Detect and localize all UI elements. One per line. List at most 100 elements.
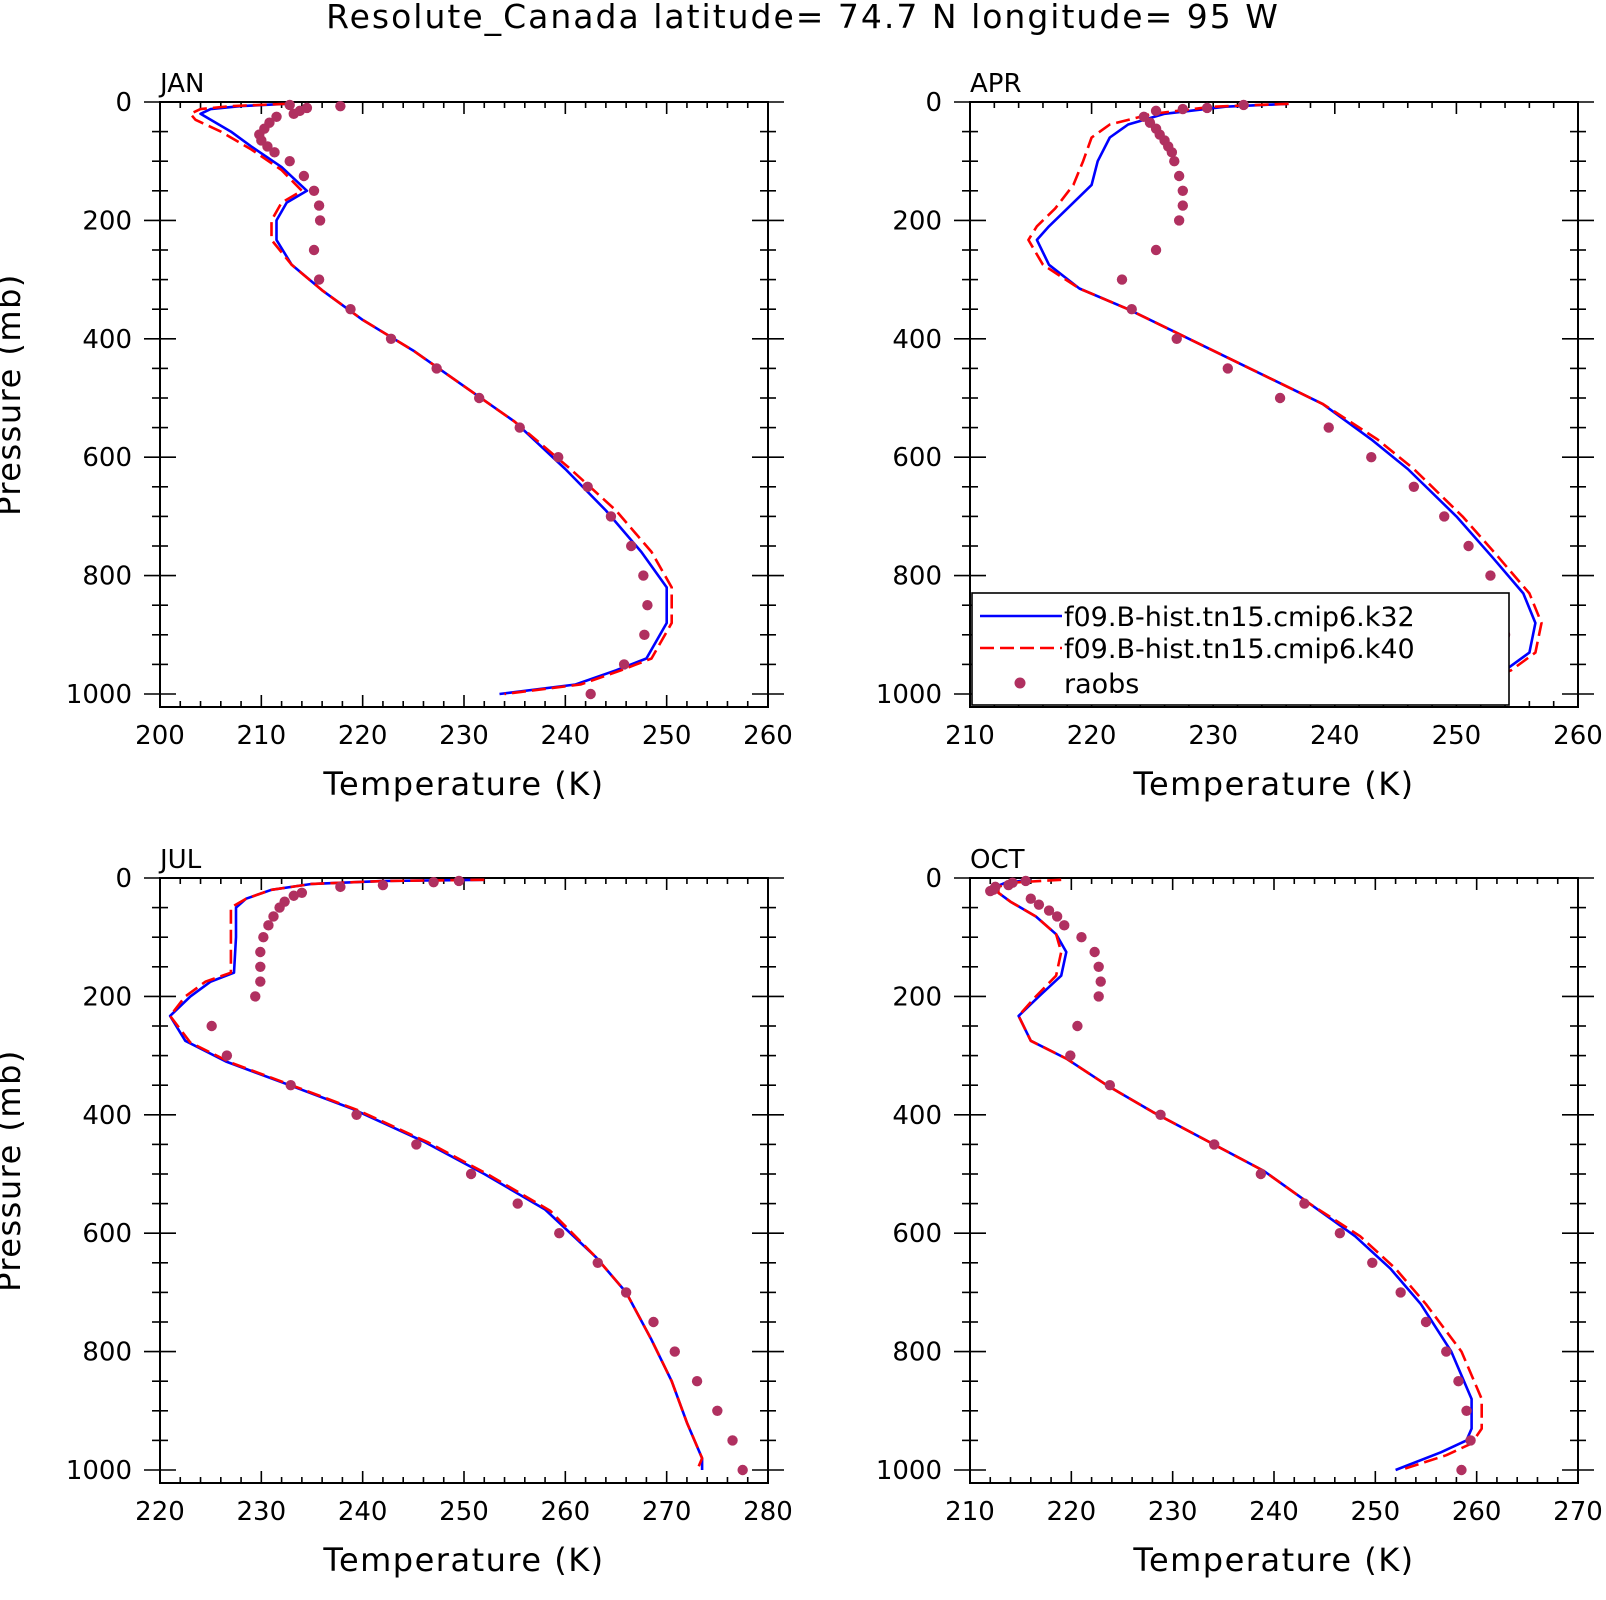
raobs-point: [1169, 156, 1180, 167]
panel-oct: 210 220 230 240 250 260 270 0 200 400 600 800 1000 Te…: [876, 845, 1603, 1579]
panel-label: OCT: [970, 845, 1025, 875]
raobs-point: [626, 540, 637, 552]
legend-label: f09.B-hist.tn15.cmip6.k40: [1064, 634, 1415, 665]
raobs-point: [1238, 99, 1249, 111]
y-tick-label: 1000: [876, 680, 942, 710]
raobs-point: [1366, 452, 1377, 463]
raobs-point: [1465, 1435, 1476, 1446]
x-tick-label: 200: [135, 721, 185, 751]
raobs-point: [691, 1376, 703, 1387]
raobs-point: [268, 911, 279, 922]
raobs-point: [1274, 392, 1286, 404]
y-tick-label: 0: [925, 864, 942, 894]
panel-label: JUL: [158, 845, 202, 875]
x-tick-label: 240: [338, 1497, 388, 1527]
raobs-point: [1072, 1020, 1083, 1032]
raobs-point: [263, 920, 274, 931]
x-tick-label: 220: [1047, 1497, 1097, 1527]
raobs-point: [465, 1168, 477, 1180]
x-tick-label: 240: [541, 721, 591, 751]
raobs-point: [1155, 1109, 1166, 1121]
raobs-point: [985, 885, 996, 897]
raobs-point: [553, 452, 564, 463]
raobs-point: [258, 932, 269, 943]
y-tick-label: 200: [82, 206, 132, 236]
panel-jul: 220 230 240 250 260 270 280 0 200 400 600 800 1000 Te…: [0, 845, 793, 1579]
x-axis-label: Temperature (K): [322, 1541, 604, 1579]
y-tick-label: 400: [892, 325, 942, 355]
raobs-point: [255, 961, 266, 972]
raobs-point: [453, 875, 465, 887]
x-tick-label: 220: [338, 721, 388, 751]
y-tick-label: 400: [82, 1101, 132, 1131]
raobs-point: [727, 1435, 738, 1446]
raobs-point: [1463, 540, 1474, 552]
series-group: [985, 875, 1483, 1476]
raobs-point: [271, 111, 282, 123]
legend-label: raobs: [1064, 669, 1139, 700]
raobs-point: [1126, 304, 1137, 315]
y-axis-label: Pressure (mb): [0, 1049, 28, 1292]
y-tick-label: 0: [115, 864, 132, 894]
x-tick-label: 250: [1432, 721, 1482, 751]
x-tick-label: 230: [439, 721, 489, 751]
raobs-point: [639, 629, 650, 640]
raobs-point: [737, 1464, 748, 1476]
raobs-point: [288, 108, 299, 120]
raobs-point: [274, 902, 285, 913]
y-tick-label: 200: [82, 982, 132, 1012]
series-group: [189, 99, 673, 700]
plot-frame: [969, 101, 1579, 708]
x-tick-label: 210: [237, 721, 287, 751]
raobs-point: [308, 244, 320, 256]
series-group: [168, 875, 748, 1476]
raobs-point: [618, 659, 630, 670]
raobs-point: [1456, 1464, 1467, 1476]
raobs-point: [592, 1257, 603, 1269]
x-tick-label: 270: [642, 1497, 692, 1527]
raobs-point: [1173, 170, 1185, 182]
panels: 200 210 220 230 240 250 260 0 200 400 600 800 1000 Te…: [0, 69, 1603, 1579]
y-tick-label: 200: [892, 206, 942, 236]
y-tick-label: 1000: [66, 680, 132, 710]
raobs-point: [1222, 363, 1233, 374]
raobs-point: [255, 976, 266, 987]
raobs-point: [514, 422, 525, 433]
raobs-point: [669, 1346, 680, 1357]
x-tick-label: 220: [1067, 721, 1117, 751]
raobs-point: [1093, 991, 1104, 1002]
raobs-point: [1173, 215, 1185, 226]
x-tick-label: 260: [1553, 721, 1603, 751]
x-tick-label: 260: [1452, 1497, 1502, 1527]
y-tick-label: 0: [925, 88, 942, 118]
plot-frame: [969, 877, 1579, 1484]
raobs-point: [1177, 185, 1189, 196]
raobs-point: [1089, 946, 1100, 958]
raobs-point: [313, 200, 325, 211]
x-tick-label: 220: [135, 1497, 185, 1527]
raobs-point: [1025, 893, 1037, 904]
y-tick-label: 600: [82, 443, 132, 473]
raobs-point: [377, 879, 389, 891]
y-tick-label: 800: [82, 562, 132, 592]
raobs-point: [1095, 976, 1106, 987]
raobs-point: [1171, 333, 1182, 344]
raobs-point: [1420, 1316, 1432, 1328]
raobs-point: [605, 511, 617, 522]
raobs-point: [554, 1228, 565, 1239]
raobs-point: [206, 1020, 217, 1032]
x-tick-label: 260: [743, 721, 793, 751]
y-axis-label: Pressure (mb): [0, 273, 28, 516]
x-tick-label: 230: [237, 1497, 287, 1527]
legend: f09.B-hist.tn15.cmip6.k32f09.B-hist.tn15…: [971, 592, 1510, 706]
raobs-point: [335, 100, 346, 112]
x-tick-label: 250: [1351, 1497, 1401, 1527]
raobs-point: [314, 215, 326, 226]
x-axis-label: Temperature (K): [322, 765, 604, 803]
y-tick-label: 800: [892, 562, 942, 592]
raobs-point: [1020, 875, 1031, 887]
k40-line: [997, 878, 1483, 1472]
raobs-point: [288, 890, 299, 901]
raobs-point: [345, 304, 356, 315]
